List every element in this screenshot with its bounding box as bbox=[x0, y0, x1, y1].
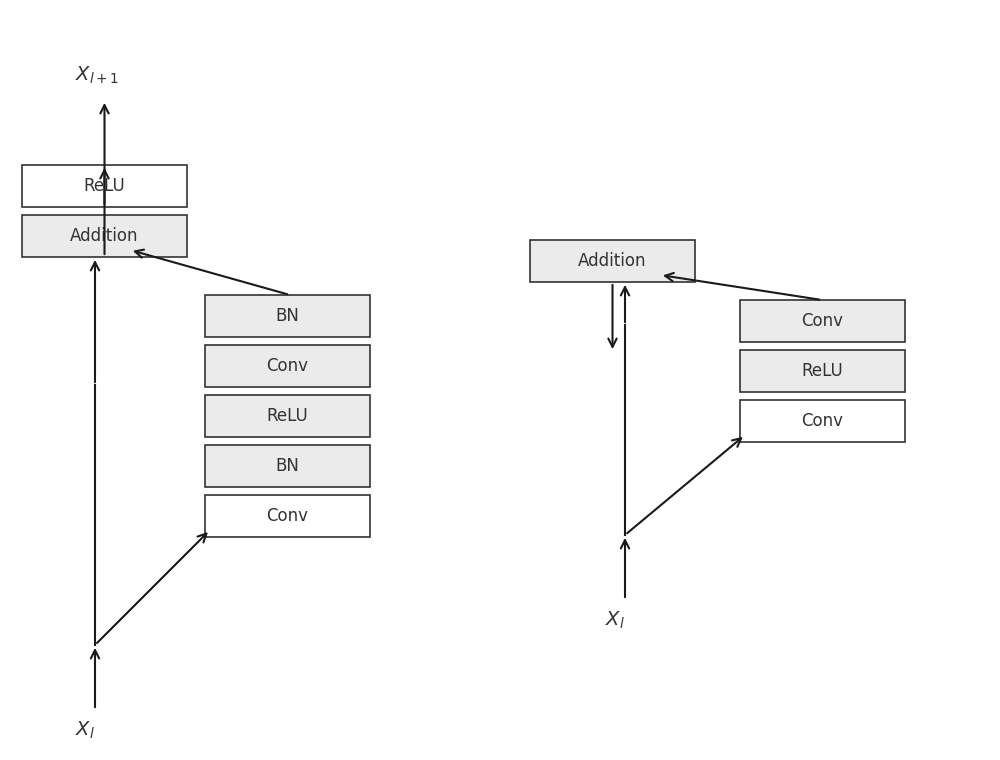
Text: BN: BN bbox=[276, 457, 299, 475]
Text: ReLU: ReLU bbox=[84, 177, 125, 195]
Text: Conv: Conv bbox=[802, 312, 844, 330]
Text: BN: BN bbox=[276, 307, 299, 325]
Bar bbox=[205, 345, 370, 387]
Bar bbox=[22, 165, 187, 207]
Text: Addition: Addition bbox=[578, 252, 647, 270]
Text: Addition: Addition bbox=[70, 227, 139, 245]
Text: $X_l$: $X_l$ bbox=[605, 610, 625, 631]
Bar bbox=[740, 300, 905, 342]
Bar bbox=[740, 400, 905, 442]
Bar bbox=[22, 215, 187, 257]
Bar bbox=[740, 350, 905, 392]
Text: $X_l$: $X_l$ bbox=[75, 720, 95, 741]
Bar bbox=[205, 295, 370, 337]
Text: Conv: Conv bbox=[266, 507, 308, 525]
Bar bbox=[205, 495, 370, 537]
Bar bbox=[205, 395, 370, 437]
Text: Conv: Conv bbox=[266, 357, 308, 375]
Bar bbox=[530, 240, 695, 282]
Bar bbox=[205, 445, 370, 487]
Text: ReLU: ReLU bbox=[267, 407, 308, 425]
Text: Conv: Conv bbox=[802, 412, 844, 430]
Text: $X_{l+1}$: $X_{l+1}$ bbox=[75, 65, 119, 86]
Text: ReLU: ReLU bbox=[802, 362, 843, 380]
